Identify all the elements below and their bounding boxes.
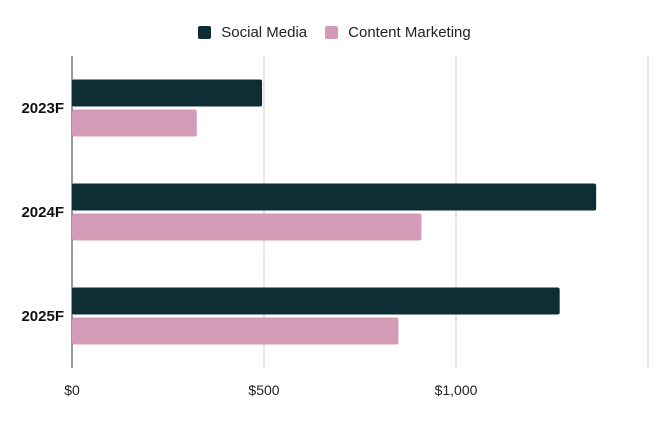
bar-social-media [72, 287, 560, 315]
bar-social-media [72, 183, 597, 211]
bar-content-marketing [72, 317, 399, 345]
x-tick-label: $500 [248, 382, 279, 398]
legend: Social Media Content Marketing [0, 24, 669, 41]
x-tick-label: $0 [64, 382, 80, 398]
legend-label-social-media: Social Media [221, 24, 308, 41]
category-label: 2024F [21, 204, 64, 221]
bar-social-media [72, 79, 263, 107]
bar-content-marketing [72, 109, 197, 137]
legend-swatch-social-media [198, 26, 212, 39]
legend-label-content-marketing: Content Marketing [348, 24, 471, 41]
legend-item-content-marketing: Content Marketing [325, 24, 471, 41]
x-tick-label: $1,000 [435, 382, 478, 398]
bar-content-marketing [72, 213, 422, 241]
category-label: 2023F [21, 100, 64, 117]
legend-item-social-media: Social Media [198, 24, 307, 41]
category-label: 2025F [21, 308, 64, 325]
legend-swatch-content-marketing [325, 26, 339, 39]
